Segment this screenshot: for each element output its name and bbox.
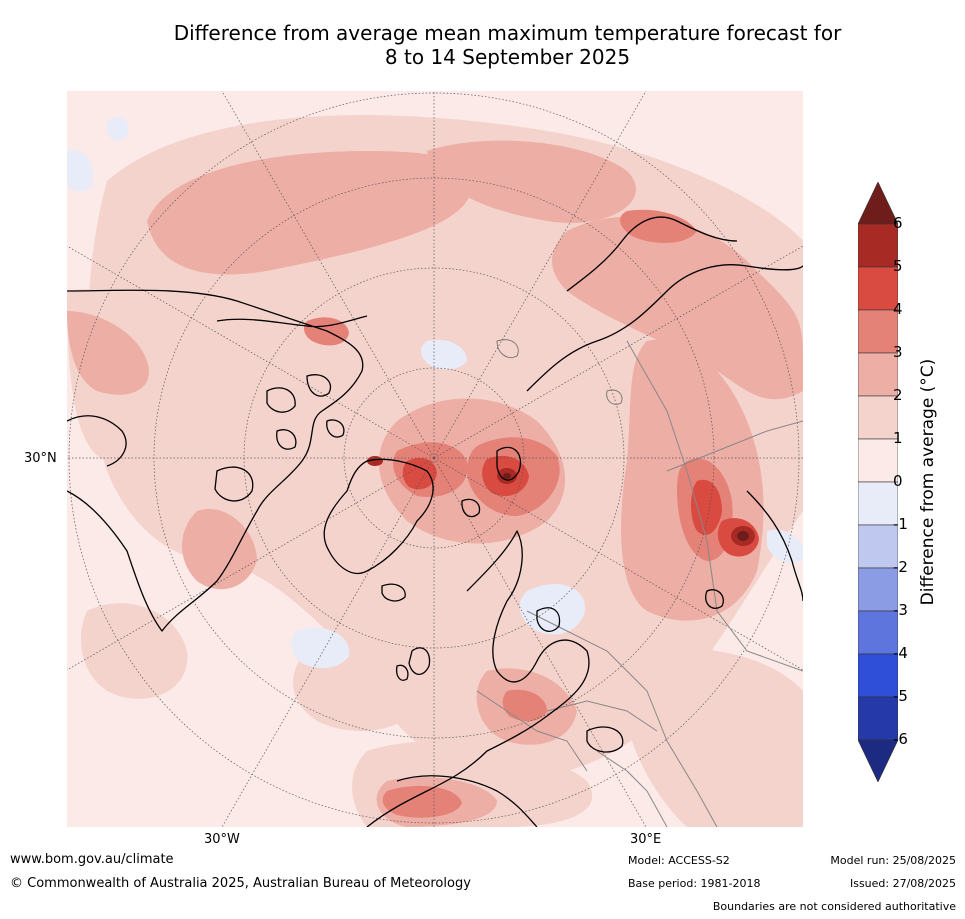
colorbar-tick-label: -4 <box>893 644 908 662</box>
iceland-coast <box>381 583 406 602</box>
lon-label-30w: 30°W <box>204 832 240 847</box>
colorbar-segment <box>858 610 898 655</box>
forecast-map <box>67 91 803 827</box>
colorbar-segment <box>858 567 898 612</box>
colorbar-segment <box>858 481 898 526</box>
graticule <box>67 91 803 827</box>
footer-disclaimer: Boundaries are not considered authoritat… <box>712 900 956 913</box>
colorbar-tick-label: 1 <box>893 429 903 447</box>
footer-copyright: © Commonwealth of Australia 2025, Austra… <box>10 876 471 891</box>
europe-coast <box>366 530 590 827</box>
map-title-line1: Difference from average mean maximum tem… <box>173 21 842 45</box>
colorbar-tick-label: 0 <box>893 472 903 490</box>
alaska-coast <box>216 315 368 328</box>
colorbar-segment <box>858 309 898 354</box>
footer-issued: Issued: 27/08/2025 <box>849 877 956 890</box>
footer-model-run: Model run: 25/08/2025 <box>830 854 956 867</box>
coastlines <box>67 216 803 827</box>
colorbar-tick-label: -1 <box>893 515 908 533</box>
siberia-coast <box>526 264 803 392</box>
colorbar-tick-label: 4 <box>893 300 903 318</box>
colorbar-segment <box>858 352 898 397</box>
lat-label-30n: 30°N <box>24 451 57 466</box>
colorbar-segment <box>858 696 898 741</box>
anomaly-hotspots <box>367 456 755 546</box>
lake-outlines <box>496 339 623 405</box>
colorbar-tick-label: 5 <box>893 257 903 275</box>
colorbar-tick-label: -2 <box>893 558 908 576</box>
colorbar-segment <box>858 739 898 782</box>
lon-label-30e: 30°E <box>630 832 662 847</box>
colorbar-tick-label: -5 <box>893 687 908 705</box>
colorbar-tick-label: 2 <box>893 386 903 404</box>
colorbar-label: Difference from average (°C) <box>918 359 938 606</box>
map-title: Difference from average mean maximum tem… <box>60 21 955 69</box>
country-boundaries <box>476 340 803 827</box>
colorbar-segment <box>858 395 898 440</box>
colorbar-tick-label: 6 <box>893 214 903 232</box>
footer-website[interactable]: www.bom.gov.au/climate <box>10 852 174 867</box>
footer-model: Model: ACCESS-S2 <box>628 854 730 867</box>
greenland-coast <box>323 458 434 575</box>
footer-base-period: Base period: 1981-2018 <box>628 877 761 890</box>
colorbar-tick-label: -6 <box>893 730 908 748</box>
north-america-coast <box>67 289 364 632</box>
colorbar-segment <box>858 653 898 698</box>
colorbar-segment <box>858 438 898 483</box>
colorbar <box>858 182 898 782</box>
colorbar-label-text: Difference from average (°C) <box>918 358 938 606</box>
british-isles-coast <box>408 647 431 675</box>
colorbar-segment <box>858 266 898 311</box>
colorbar-segment <box>858 182 898 225</box>
colorbar-segment <box>858 524 898 569</box>
colorbar-tick-label: -3 <box>893 601 908 619</box>
colorbar-segment <box>858 223 898 268</box>
map-title-line2: 8 to 14 September 2025 <box>384 45 631 69</box>
colorbar-tick-label: 3 <box>893 343 903 361</box>
